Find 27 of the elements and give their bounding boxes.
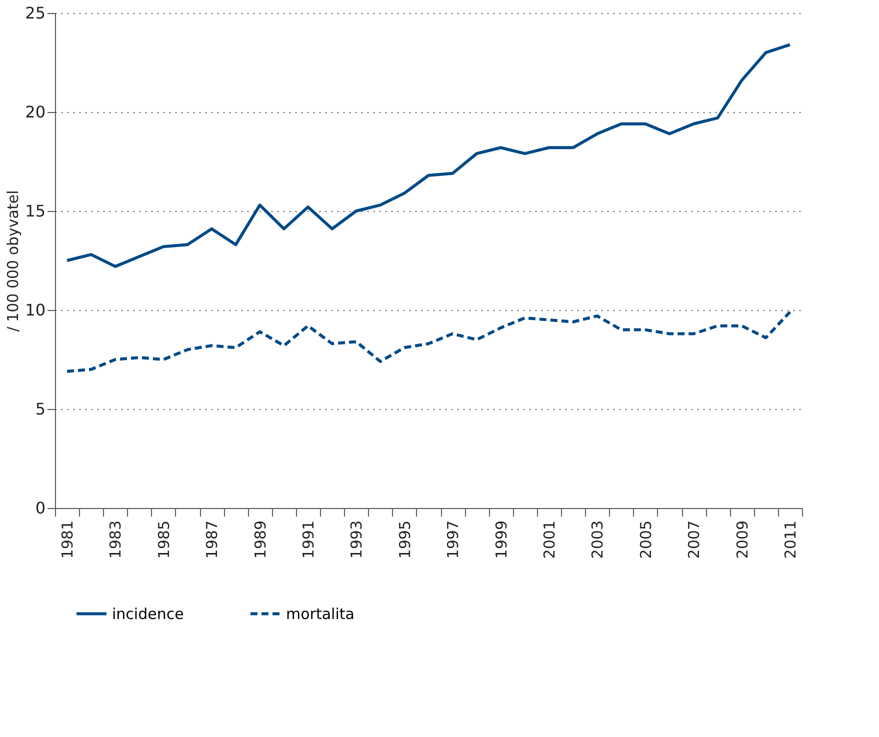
x-tick-label: 1993 xyxy=(348,520,366,559)
x-tick-label: 2005 xyxy=(636,520,655,559)
x-tick-label: 1985 xyxy=(154,520,173,559)
x-tick-label: 1991 xyxy=(300,520,318,559)
x-tick-label: 2007 xyxy=(685,520,704,559)
y-tick-label: 10 xyxy=(25,300,46,320)
x-tick-label: 2003 xyxy=(588,520,607,559)
x-tick-label: 1997 xyxy=(444,520,462,559)
y-tick-label: 25 xyxy=(25,4,46,22)
legend-label: mortalita xyxy=(286,604,354,623)
x-tick-label: 1983 xyxy=(106,520,125,559)
y-axis-title: / 100 000 obyvatel xyxy=(4,190,22,332)
line-series xyxy=(66,43,792,268)
x-tick-label: 1995 xyxy=(396,520,414,559)
x-tick-label: 2001 xyxy=(540,520,558,559)
x-tick-label: 1987 xyxy=(203,520,222,559)
y-tick-label: 0 xyxy=(35,498,46,518)
legend-label: incidence xyxy=(112,604,184,623)
x-tick-label: 1999 xyxy=(492,520,510,559)
line-series xyxy=(66,310,792,373)
y-tick-label: 15 xyxy=(25,202,46,220)
y-tick-label: 20 xyxy=(25,102,46,122)
y-tick-label: 5 xyxy=(35,400,46,418)
x-tick-label: 1989 xyxy=(251,520,270,559)
x-tick-label: 2011 xyxy=(781,520,800,559)
x-tick-label: 2009 xyxy=(733,520,752,559)
x-tick-label: 1981 xyxy=(58,520,77,559)
